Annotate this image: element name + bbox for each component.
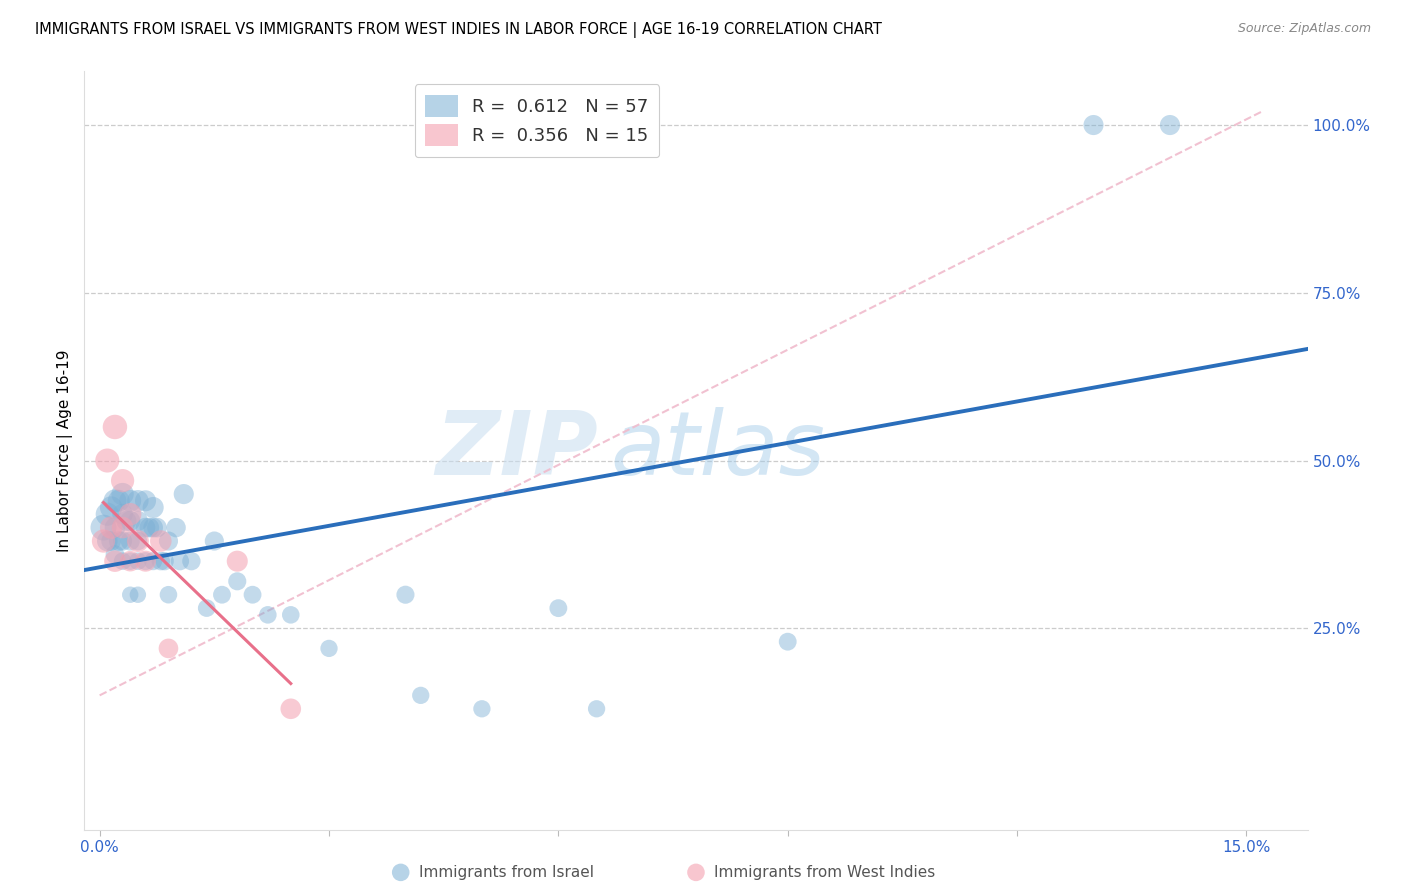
Point [1083, 118, 1105, 132]
Legend: R =  0.612   N = 57, R =  0.356   N = 15: R = 0.612 N = 57, R = 0.356 N = 15 [415, 84, 659, 157]
Point [173, 487, 195, 501]
Text: IMMIGRANTS FROM ISRAEL VS IMMIGRANTS FROM WEST INDIES IN LABOR FORCE | AGE 16-19: IMMIGRANTS FROM ISRAEL VS IMMIGRANTS FRO… [35, 22, 882, 38]
Point [127, 534, 149, 549]
Point [107, 493, 129, 508]
Point [96, 507, 118, 521]
Point [180, 554, 202, 568]
Text: Immigrants from West Indies: Immigrants from West Indies [714, 865, 935, 880]
Point [211, 588, 233, 602]
Point [111, 534, 134, 549]
Point [96, 453, 118, 467]
Text: Source: ZipAtlas.com: Source: ZipAtlas.com [1237, 22, 1371, 36]
Y-axis label: In Labor Force | Age 16-19: In Labor Force | Age 16-19 [58, 349, 73, 552]
Point [120, 588, 142, 602]
Point [104, 420, 127, 434]
Text: Immigrants from Israel: Immigrants from Israel [419, 865, 593, 880]
Point [169, 554, 191, 568]
Point [115, 514, 138, 528]
Point [280, 607, 302, 622]
Point [202, 534, 225, 549]
Point [127, 554, 149, 568]
Point [226, 554, 249, 568]
Point [547, 601, 569, 615]
Point [146, 521, 169, 535]
Point [120, 514, 142, 528]
Point [120, 507, 142, 521]
Point [135, 554, 157, 568]
Point [93, 521, 115, 535]
Text: atlas: atlas [610, 408, 825, 493]
Point [157, 641, 180, 656]
Point [409, 689, 432, 703]
Point [157, 534, 180, 549]
Point [100, 521, 122, 535]
Point [142, 521, 165, 535]
Text: ZIP: ZIP [436, 407, 598, 494]
Point [96, 534, 118, 549]
Point [280, 702, 302, 716]
Point [107, 534, 129, 549]
Point [104, 554, 127, 568]
Point [149, 534, 172, 549]
Point [149, 554, 172, 568]
Point [111, 554, 134, 568]
Point [1159, 118, 1181, 132]
Point [127, 588, 149, 602]
Point [135, 521, 157, 535]
Point [257, 607, 280, 622]
Point [111, 521, 134, 535]
Point [111, 487, 134, 501]
Point [776, 634, 799, 648]
Point [195, 601, 218, 615]
Point [111, 474, 134, 488]
Point [135, 554, 157, 568]
Point [120, 554, 142, 568]
Point [100, 500, 122, 515]
Point [394, 588, 416, 602]
Point [242, 588, 264, 602]
Point [104, 521, 127, 535]
Point [471, 702, 494, 716]
Point [104, 493, 127, 508]
Point [111, 507, 134, 521]
Point [135, 493, 157, 508]
Point [165, 521, 187, 535]
Point [157, 588, 180, 602]
Point [226, 574, 249, 589]
Point [142, 554, 165, 568]
Point [153, 554, 176, 568]
Point [120, 534, 142, 549]
Point [585, 702, 607, 716]
Point [104, 548, 127, 562]
Point [127, 493, 149, 508]
Point [120, 554, 142, 568]
Point [93, 534, 115, 549]
Point [142, 500, 165, 515]
Point [138, 521, 160, 535]
Point [318, 641, 340, 656]
Point [120, 493, 142, 508]
Point [127, 534, 149, 549]
Point [100, 534, 122, 549]
Point [127, 514, 149, 528]
